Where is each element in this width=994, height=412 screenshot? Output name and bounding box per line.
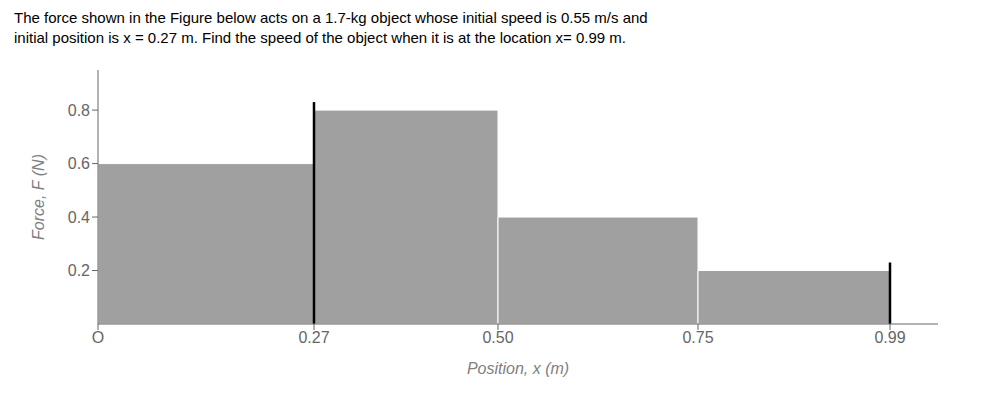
svg-text:0.99: 0.99 (874, 329, 905, 346)
svg-text:O: O (92, 329, 104, 346)
svg-text:Position, x (m): Position, x (m) (467, 360, 569, 377)
svg-text:0.8: 0.8 (68, 102, 90, 119)
svg-text:Force, F (N): Force, F (N) (30, 154, 47, 240)
html-text:initial position is x = 0.27 m: initial position is x = 0.27 m. Find the… (14, 29, 626, 46)
svg-text:0.27: 0.27 (298, 329, 329, 346)
svg-text:0.4: 0.4 (68, 209, 90, 226)
svg-text:0.75: 0.75 (682, 329, 713, 346)
svg-text:0.50: 0.50 (482, 329, 513, 346)
svg-text:0.6: 0.6 (68, 155, 90, 172)
svg-text:0.2: 0.2 (68, 262, 90, 279)
html-text:The force shown in the Figure: The force shown in the Figure below acts… (14, 9, 648, 26)
